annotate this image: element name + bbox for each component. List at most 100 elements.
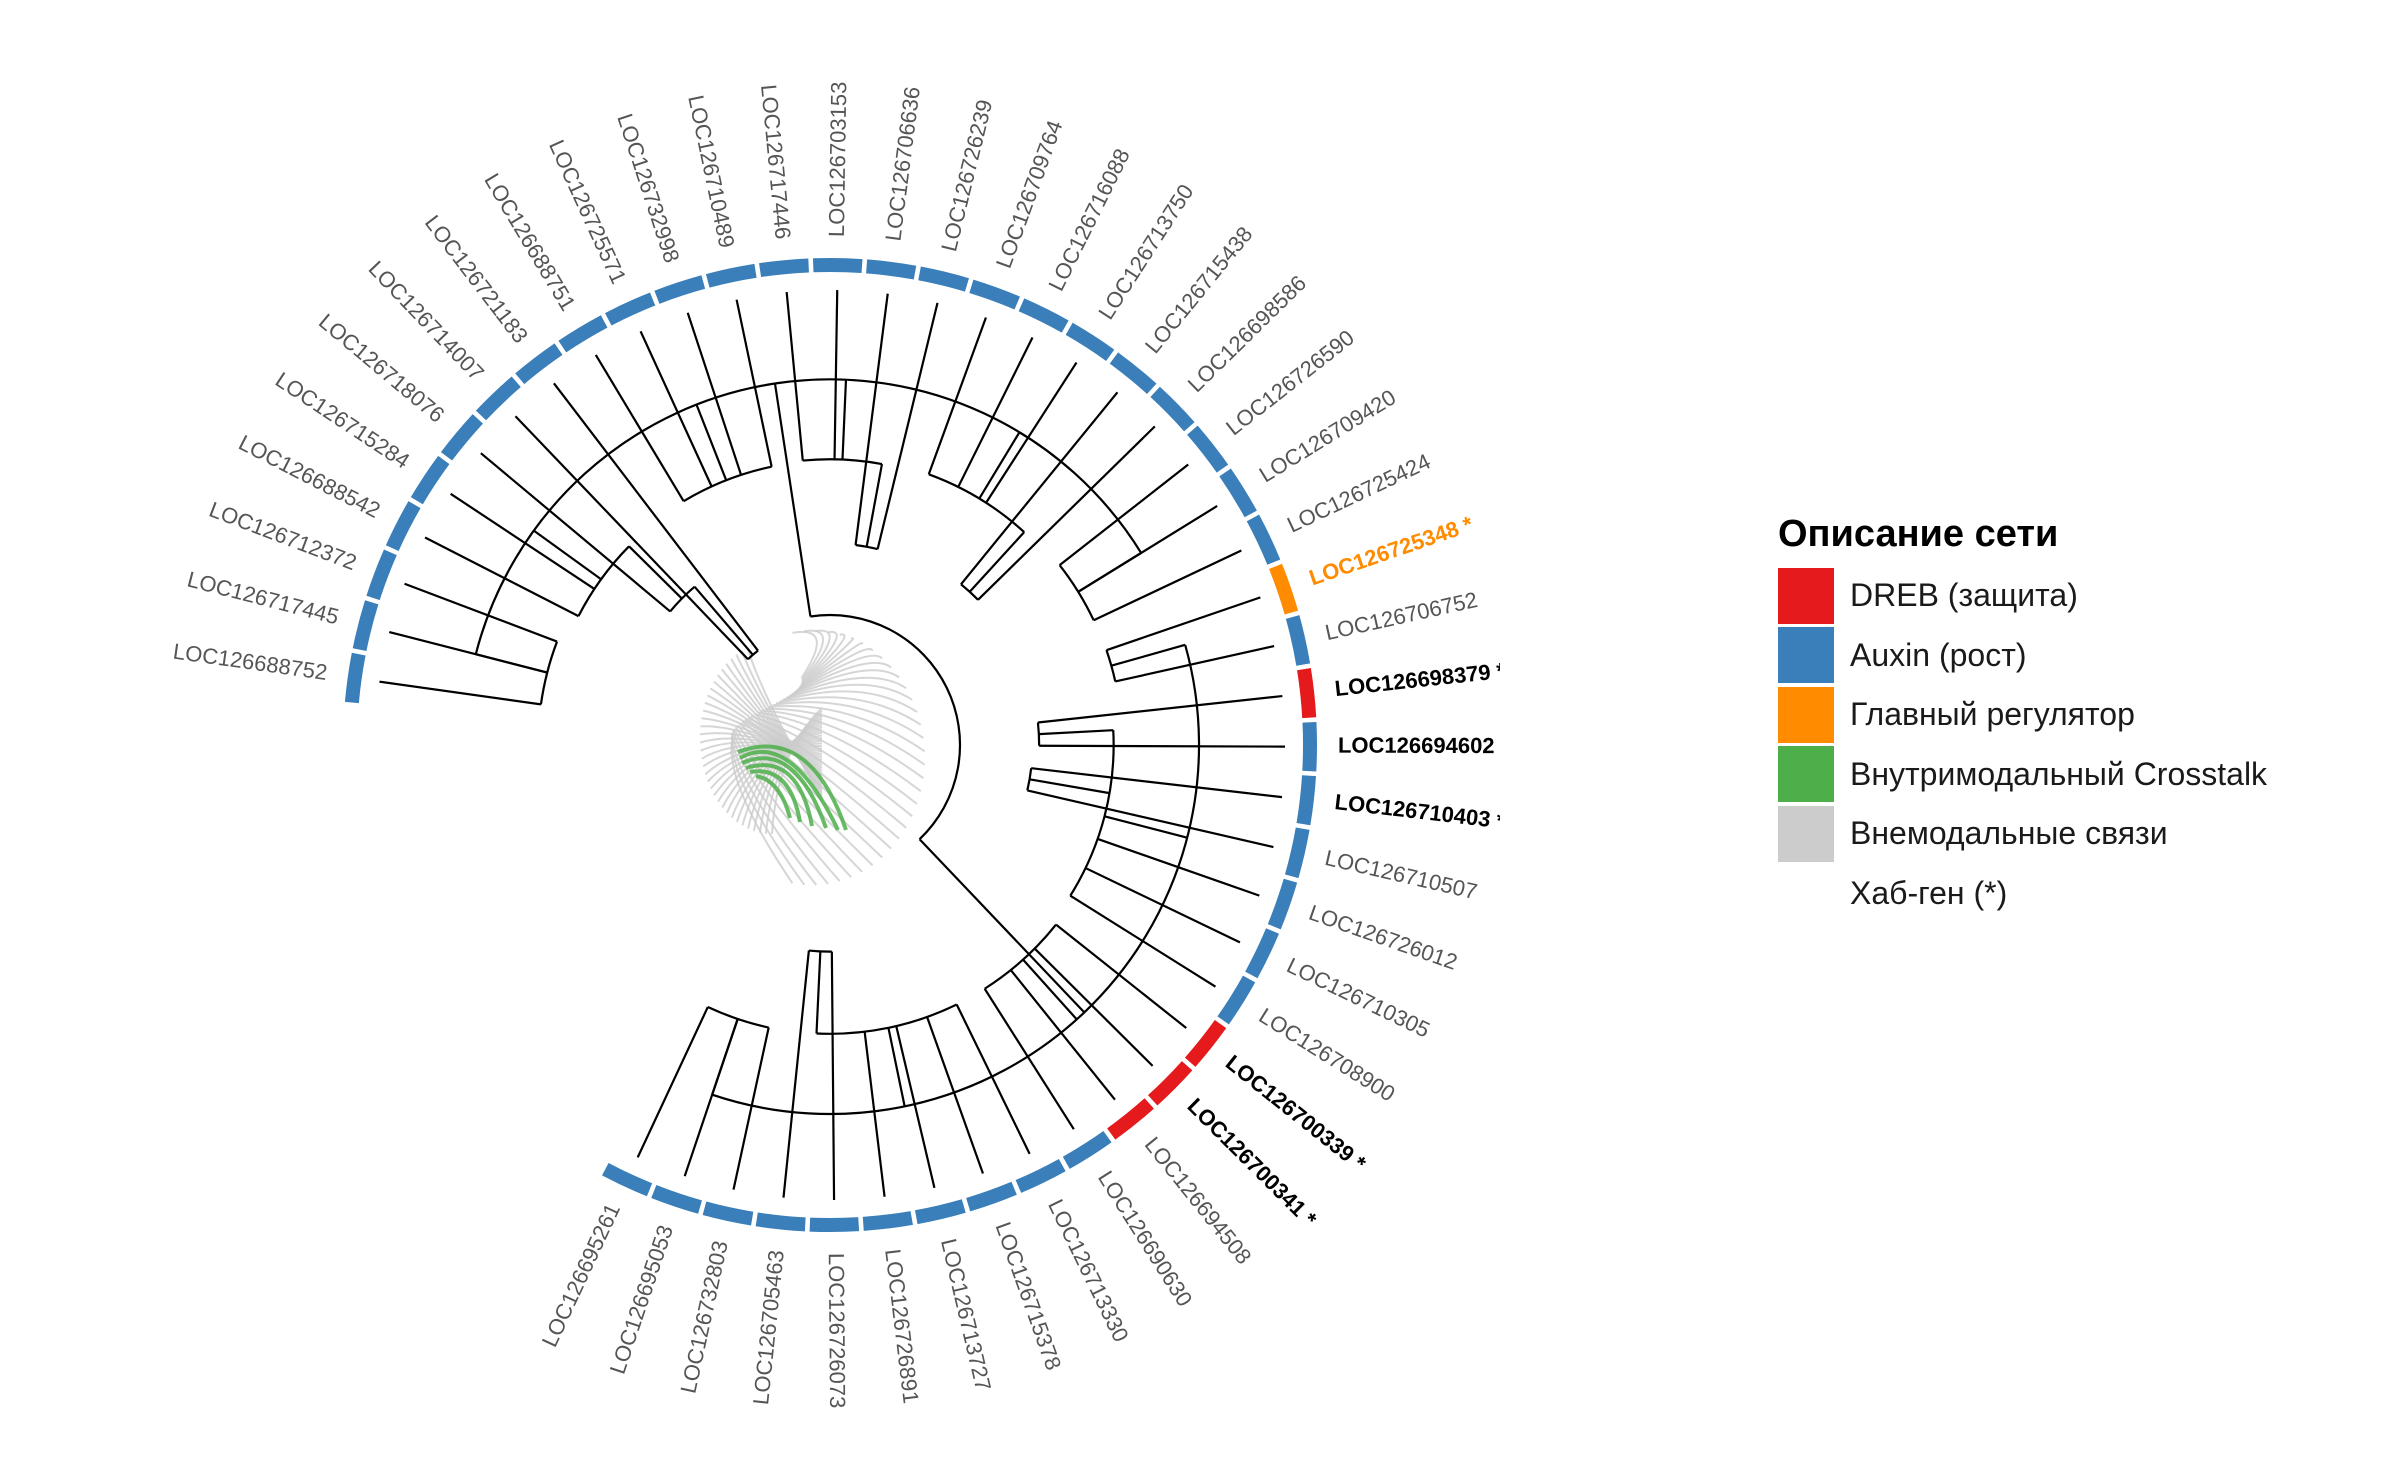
ring-segment-auxin [602, 1163, 652, 1196]
tree-branch [515, 416, 748, 659]
link-layer [700, 631, 925, 885]
tree-branch [920, 839, 1085, 1012]
leaf-label: LOC126726073 [824, 1253, 850, 1409]
ring-segment-auxin [411, 456, 450, 504]
tree-branch [708, 1007, 769, 1028]
ring-segment-auxin [386, 501, 421, 551]
legend-swatch-intermodal [1778, 806, 1834, 862]
ring-segment-auxin [558, 315, 607, 352]
tree-branch [1039, 746, 1285, 747]
tree-branch [787, 292, 803, 461]
tree-branch [1094, 550, 1242, 620]
tree-branch [1031, 768, 1282, 797]
tree-branch [832, 952, 834, 1200]
leaf-label: LOC126695261 [537, 1199, 625, 1350]
tree-branch [476, 379, 1141, 654]
tree-branch [1027, 790, 1273, 847]
leaf-label: LOC126726239 [936, 97, 997, 254]
tree-branch [856, 294, 888, 545]
legend-item-hub: Хаб-ген (*) [1778, 864, 2378, 924]
ring-segment-auxin [1268, 879, 1297, 930]
tree-branch [867, 464, 882, 547]
tree-branch [596, 355, 684, 501]
leaf-label: LOC126706636 [880, 85, 925, 242]
ring-segment-auxin [1245, 928, 1279, 978]
legend-swatch-hub [1778, 865, 1834, 921]
legend-item-intermodal: Внемодальные связи [1778, 804, 2378, 864]
leaf-label: LOC126710507 [1323, 845, 1480, 904]
leaf-label: LOC126715378 [991, 1219, 1067, 1374]
ring-segment-auxin [654, 275, 705, 304]
legend-swatch-regulator [1778, 687, 1834, 743]
ring-segment-auxin [1247, 515, 1281, 565]
ring-segment-auxin [515, 343, 562, 384]
ring-segment-auxin [915, 1199, 966, 1224]
tree-branch [835, 290, 838, 459]
tree-branch [803, 459, 882, 464]
leaf-label: LOC126732998 [612, 110, 684, 265]
legend-label: Внемодальные связи [1850, 815, 2168, 852]
tree-branch [541, 642, 557, 705]
legend: Описание сети DREB (защита) Auxin (рост)… [1778, 513, 2378, 923]
leaf-label: LOC126703153 [824, 81, 851, 237]
ring-segment-auxin [1217, 976, 1255, 1025]
ring-segment-auxin [1150, 387, 1194, 432]
legend-swatch-auxin [1778, 627, 1834, 683]
tree-branch [1060, 464, 1189, 565]
ring-segment-auxin [756, 1212, 806, 1231]
tree-branch [1039, 730, 1113, 734]
tree-branch [684, 467, 772, 502]
tree-branch [1078, 553, 1141, 592]
tree-branch [629, 546, 682, 598]
leaf-label: LOC126726891 [880, 1248, 923, 1405]
ring-segment-auxin [813, 258, 863, 273]
ring-segment-auxin [1219, 468, 1257, 517]
leaf-label: LOC126712372 [206, 497, 360, 575]
tree-branch [865, 1032, 885, 1197]
tree-branch [888, 1028, 904, 1107]
tree-branch [1115, 646, 1274, 681]
tree-branch [985, 925, 1056, 989]
legend-label: Внутримодальный Crosstalk [1850, 756, 2267, 793]
legend-title: Описание сети [1778, 513, 2378, 556]
dendrogram-tree [379, 290, 1285, 1200]
ring-segment-auxin [703, 1202, 754, 1226]
tree-branch [638, 1007, 708, 1157]
ring-segment-auxin [966, 1182, 1017, 1212]
ring-segment-auxin [1187, 426, 1228, 473]
legend-label: DREB (защита) [1850, 577, 2078, 614]
ring-segment-auxin [863, 1211, 913, 1231]
leaf-label: LOC126726012 [1306, 900, 1461, 975]
leaf-label: LOC126698379 * [1334, 658, 1500, 701]
leaf-label: LOC126710489 [683, 93, 739, 250]
tree-branch [842, 380, 845, 460]
leaf-label: LOC126705463 [748, 1249, 789, 1406]
ring-segment-auxin [476, 376, 521, 420]
legend-item-auxin: Auxin (рост) [1778, 626, 2378, 686]
leaf-label: LOC126713727 [936, 1236, 996, 1393]
ring-segment-auxin [969, 280, 1020, 310]
tree-branch [817, 951, 821, 1033]
leaf-label: LOC126732803 [675, 1238, 732, 1395]
ring-segment-dreb [1148, 1061, 1192, 1105]
ring-segment-auxin [706, 264, 757, 288]
ring-segment-dreb [1297, 668, 1316, 718]
tree-branch [451, 494, 595, 589]
ring-segment-regulator [1269, 564, 1298, 615]
tree-branch [425, 537, 578, 616]
leaf-label: LOC126709764 [991, 117, 1068, 272]
ring-segment-auxin [1066, 323, 1115, 361]
tree-branch [1111, 645, 1185, 666]
tree-branch [783, 951, 808, 1198]
ring-segment-auxin [1297, 775, 1316, 825]
tree-branch [737, 300, 772, 467]
ring-segment-auxin [1285, 827, 1310, 878]
ring-segment-auxin [1286, 615, 1310, 666]
tree-branch [1056, 925, 1186, 1028]
leaf-label: LOC126695053 [605, 1222, 678, 1377]
tree-branch [1060, 565, 1094, 620]
tree-branch [1030, 779, 1110, 793]
ring-segment-auxin [866, 259, 916, 279]
ring-segment-dreb [1107, 1098, 1154, 1139]
tree-branch [1106, 597, 1260, 650]
